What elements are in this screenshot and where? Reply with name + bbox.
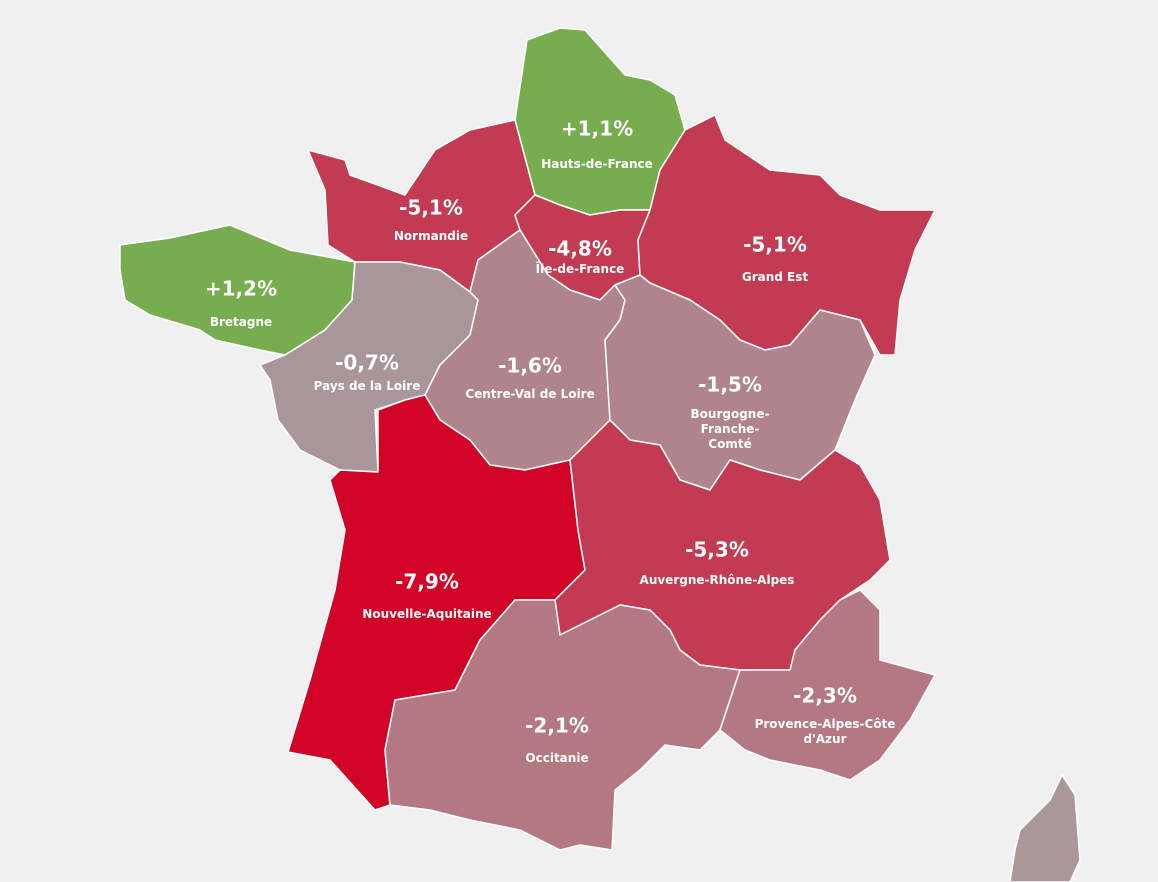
region-name-line: Bretagne [210, 315, 272, 329]
region-name-line: Normandie [394, 229, 468, 243]
region-value: -2,1% [525, 714, 589, 738]
region-value: -7,9% [395, 570, 459, 594]
region-name-line: Auvergne-Rhône-Alpes [640, 573, 795, 587]
region-name: Normandie [394, 229, 468, 243]
region-value: -5,1% [743, 233, 807, 257]
region-name: Provence-Alpes-Côte d'Azur [755, 717, 896, 746]
region-name: Nouvelle-Aquitaine [362, 607, 491, 621]
region-name: Grand Est [742, 270, 809, 284]
region-name-line: d'Azur [804, 732, 847, 746]
region-value: -1,6% [498, 354, 562, 378]
region-name: Pays de la Loire [314, 379, 421, 393]
corsica [1009, 774, 1081, 882]
region-shape [719, 589, 936, 781]
region-name-line: Hauts-de-France [541, 157, 653, 171]
region-value: -5,3% [685, 538, 749, 562]
region-name: Bourgogne-Franche-Comté [691, 407, 770, 451]
region-name: Occitanie [525, 751, 588, 765]
region-name: Île-de-France [536, 261, 625, 276]
region-name-line: Île-de-France [536, 261, 625, 276]
region-name-line: Franche- [701, 422, 760, 436]
region-name: Bretagne [210, 315, 272, 329]
region-value: +1,2% [205, 277, 277, 301]
region-name-line: Comté [708, 437, 751, 451]
region-name: Auvergne-Rhône-Alpes [640, 573, 795, 587]
region-value: -2,3% [793, 684, 857, 708]
region-name: Hauts-de-France [541, 157, 653, 171]
region-name-line: Provence-Alpes-Côte [755, 717, 896, 731]
region-name-line: Bourgogne- [691, 407, 770, 421]
region-name-line: Pays de la Loire [314, 379, 421, 393]
region-value: -1,5% [698, 373, 762, 397]
region-name-line: Occitanie [525, 751, 588, 765]
region-value: -4,8% [548, 237, 612, 261]
region-name-line: Grand Est [742, 270, 809, 284]
region-name-line: Nouvelle-Aquitaine [362, 607, 491, 621]
region-name: Centre-Val de Loire [465, 387, 594, 401]
region-value: +1,1% [561, 117, 633, 141]
region-name-line: Centre-Val de Loire [465, 387, 594, 401]
region-value: -0,7% [335, 351, 399, 375]
region-value: -5,1% [399, 196, 463, 220]
